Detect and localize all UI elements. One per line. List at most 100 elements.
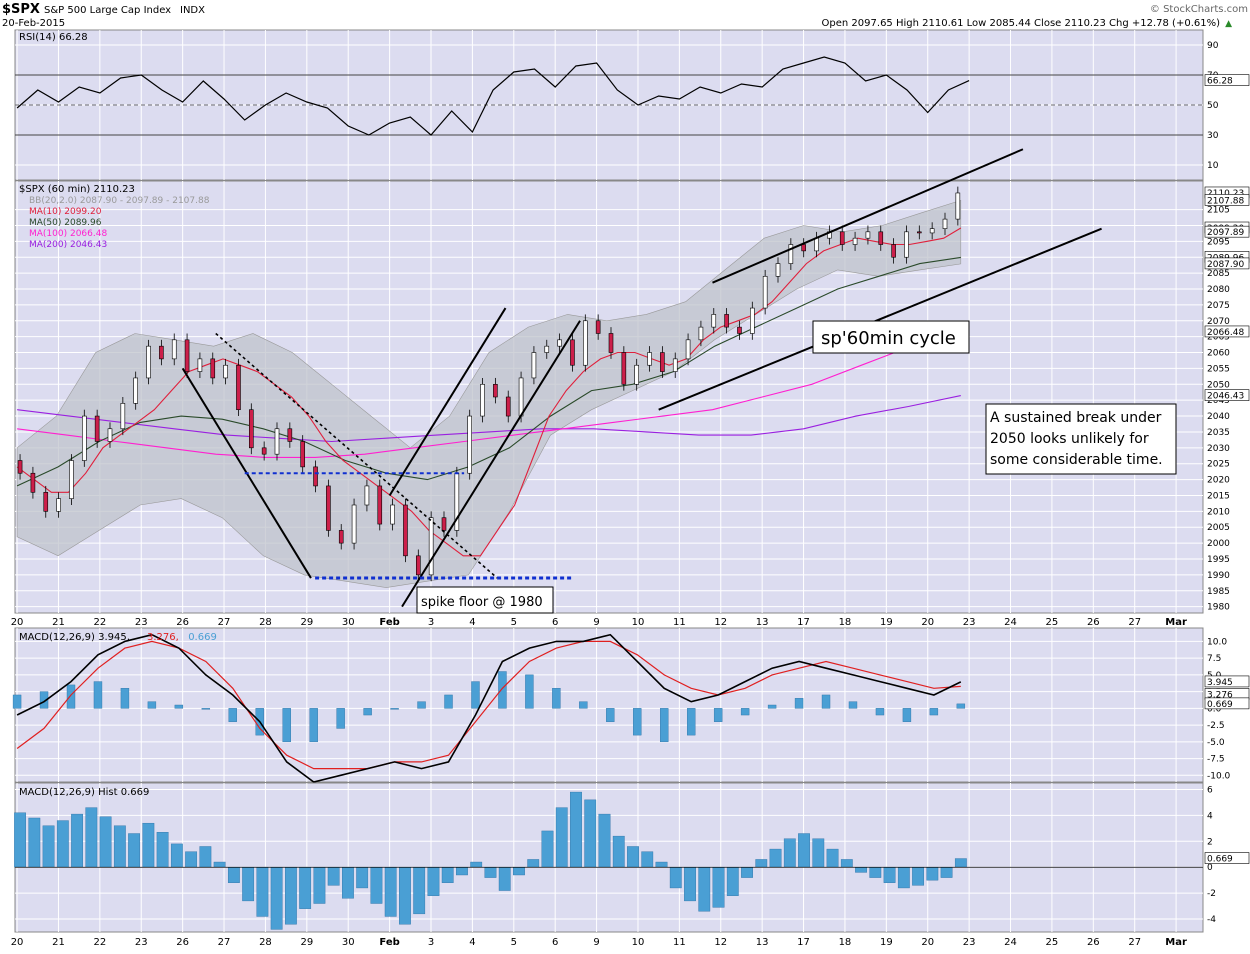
macd-hist-bar bbox=[228, 708, 237, 722]
hist-right-label-box bbox=[1204, 852, 1250, 864]
candle-body bbox=[197, 358, 203, 372]
macd-legend-entry: 0.669 bbox=[188, 632, 217, 643]
candle-body bbox=[30, 472, 36, 493]
x-tick-label-price: 27 bbox=[1128, 617, 1141, 628]
hist-bar bbox=[584, 799, 597, 868]
trendline-up-steep-lower bbox=[401, 320, 581, 608]
ohlc-up-arrow: ▲ bbox=[1225, 19, 1232, 29]
hist-bar bbox=[555, 807, 568, 868]
x-tick-label-price: 28 bbox=[259, 617, 272, 628]
hist-bar bbox=[185, 851, 198, 868]
hist-bar bbox=[384, 867, 397, 917]
hist-bar bbox=[840, 859, 853, 868]
candle-body bbox=[107, 428, 113, 442]
macd-hist-bar bbox=[875, 708, 885, 716]
candle-body bbox=[56, 498, 61, 512]
macd-hist-bar bbox=[417, 701, 426, 709]
candle-body bbox=[685, 339, 691, 360]
x-tick-label-price: 3 bbox=[428, 617, 434, 628]
x-tick-label-price: 13 bbox=[756, 617, 769, 628]
price-legend-entry: MA(100) 2066.48 bbox=[29, 229, 107, 239]
x-tick-label-price: 12 bbox=[714, 617, 727, 628]
macd-ytick-label: -5.0 bbox=[1207, 738, 1225, 748]
hist-bar bbox=[356, 867, 369, 889]
ohlc-readout: Open 2097.65 High 2110.61 Low 2085.44 Cl… bbox=[822, 18, 1221, 29]
macd-legend-entry: 3.276, bbox=[147, 632, 179, 643]
price-ytick-label: 2015 bbox=[1207, 491, 1230, 501]
trendline-up-steep-upper bbox=[388, 307, 507, 496]
hist-bar bbox=[855, 867, 867, 873]
hist-bar bbox=[527, 859, 540, 868]
x-tick-label-price: 17 bbox=[797, 617, 810, 628]
x-tick-label-price: 10 bbox=[632, 617, 645, 628]
rsi-current-label: 66.28 bbox=[1207, 77, 1233, 87]
price-right-label-box bbox=[1204, 325, 1250, 338]
rsi-title: RSI(14) 66.28 bbox=[19, 32, 88, 43]
hist-bar bbox=[441, 867, 454, 883]
candle-body bbox=[184, 339, 190, 372]
price-ytick-label: 2035 bbox=[1207, 428, 1230, 438]
x-tick-label-price: 23 bbox=[963, 617, 976, 628]
hist-bar bbox=[783, 838, 796, 868]
hist-bar bbox=[712, 867, 725, 908]
hist-ytick-label: -4 bbox=[1207, 915, 1216, 925]
note-box bbox=[985, 403, 1177, 475]
x-tick-label-price: 25 bbox=[1046, 617, 1059, 628]
macd-hist-bar bbox=[309, 708, 318, 743]
candle-body bbox=[313, 466, 318, 487]
hist-bar bbox=[541, 830, 554, 868]
price-ytick-label: 2075 bbox=[1207, 301, 1230, 311]
macd-ytick-label: -7.5 bbox=[1207, 755, 1225, 765]
price-ytick-label: 2025 bbox=[1207, 460, 1230, 470]
x-tick-label-bottom: 23 bbox=[963, 937, 976, 948]
macd-hist-bar bbox=[444, 694, 453, 709]
hist-bar bbox=[256, 867, 269, 917]
macd-right-label-box bbox=[1204, 697, 1250, 710]
macd-hist-bar bbox=[120, 688, 130, 709]
x-tick-label-price: 9 bbox=[593, 617, 599, 628]
hist-bar bbox=[484, 867, 497, 878]
x-tick-label-bottom: 26 bbox=[1087, 937, 1100, 948]
price-right-label-box bbox=[1204, 257, 1250, 270]
candle-body bbox=[493, 383, 498, 398]
macd-right-label-box bbox=[1204, 675, 1250, 688]
hist-bar bbox=[741, 867, 753, 878]
price-ytick-label: 2085 bbox=[1207, 269, 1230, 279]
macd-hist-bar bbox=[174, 704, 184, 709]
spike-floor-box bbox=[416, 586, 554, 614]
candle-body bbox=[43, 491, 49, 512]
candle-body bbox=[621, 352, 627, 385]
hist-bar bbox=[99, 816, 112, 868]
x-tick-label-price: 29 bbox=[300, 617, 313, 628]
macd-hist-bar bbox=[390, 708, 399, 710]
hist-bar bbox=[42, 825, 55, 868]
exchange-label: INDX bbox=[180, 5, 205, 16]
hist-bar bbox=[56, 820, 69, 868]
macd-hist-bar bbox=[767, 704, 777, 709]
candle-body bbox=[839, 231, 845, 245]
candle-body bbox=[69, 460, 74, 499]
candle-body bbox=[390, 504, 395, 525]
hist-bar bbox=[598, 813, 611, 868]
x-tick-label-bottom: 11 bbox=[673, 937, 686, 948]
candle-body bbox=[904, 231, 909, 258]
channel-upper-trendline bbox=[712, 148, 1024, 284]
hist-bar bbox=[28, 817, 41, 868]
macd-hist-bar bbox=[713, 708, 723, 722]
macd-hist-bar bbox=[201, 708, 211, 710]
hist-bar bbox=[912, 867, 924, 886]
candle-body bbox=[300, 441, 305, 468]
x-tick-label-price: 22 bbox=[93, 617, 106, 628]
price-ytick-label: 2080 bbox=[1207, 285, 1230, 295]
hist-ytick-label: 0 bbox=[1207, 863, 1213, 873]
x-tick-label-price: 27 bbox=[218, 617, 231, 628]
candle-body bbox=[338, 530, 344, 544]
x-tick-label-price: 26 bbox=[176, 617, 189, 628]
candle-body bbox=[287, 428, 293, 442]
candle-body bbox=[775, 263, 781, 277]
hist-bar bbox=[954, 858, 967, 868]
x-tick-label-bottom: 21 bbox=[52, 937, 65, 948]
rsi-line bbox=[16, 56, 970, 136]
macd-hist-bar bbox=[579, 701, 588, 709]
